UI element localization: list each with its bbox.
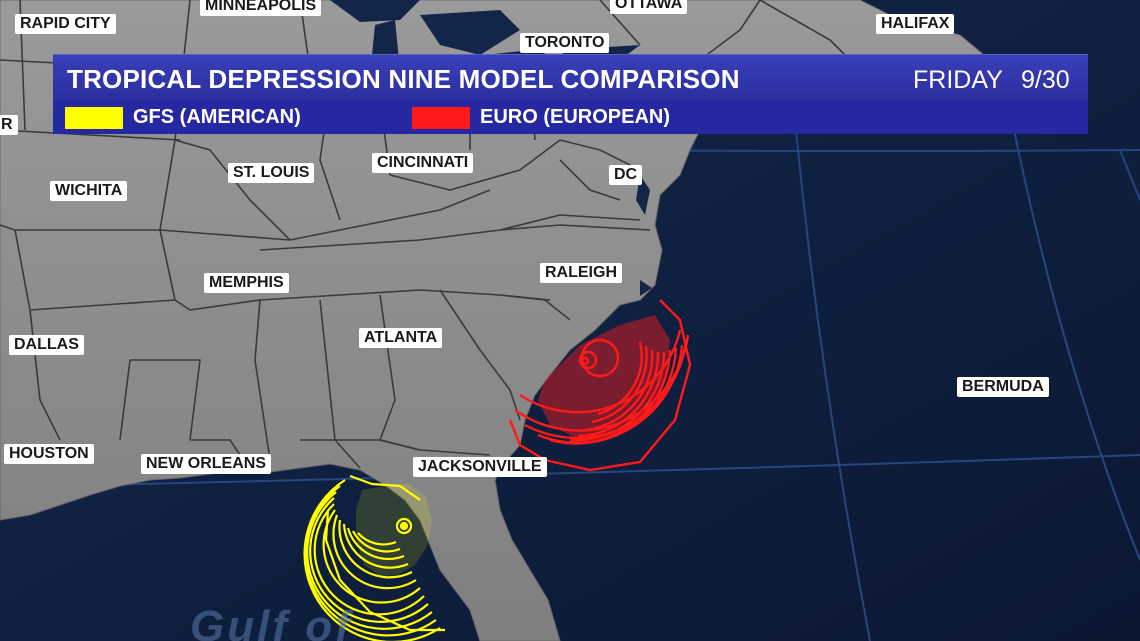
city-label-halifax: HALIFAX — [876, 14, 955, 34]
city-label-rapid-city: RAPID CITY — [15, 14, 116, 34]
date-value: 9/30 — [1021, 66, 1070, 94]
legend-bar: GFS (AMERICAN) EURO (EUROPEAN) — [53, 101, 1088, 134]
coastal-bays — [636, 175, 652, 296]
city-label-minneapolis: MINNEAPOLIS — [200, 0, 322, 16]
city-label-atlanta: ATLANTA — [359, 328, 443, 348]
water-label: Gulf of — [190, 602, 354, 641]
legend-label-euro: EURO (EUROPEAN) — [480, 106, 671, 128]
city-label-jacksonville: JACKSONVILLE — [413, 457, 547, 477]
city-label-st-louis: ST. LOUIS — [228, 163, 315, 183]
city-label-bermuda: BERMUDA — [957, 377, 1049, 397]
title-bar: TROPICAL DEPRESSION NINE MODEL COMPARISO… — [53, 54, 1088, 102]
city-label-cincinnati: CINCINNATI — [372, 153, 474, 173]
city-label-toronto: TORONTO — [520, 33, 610, 53]
city-label-partial: R — [0, 115, 18, 135]
legend-swatch-gfs — [65, 107, 123, 129]
gfs-cone-fill — [356, 484, 432, 576]
euro-forecast-cone — [508, 299, 692, 472]
euro-cone-fill — [538, 315, 670, 440]
city-label-dallas: DALLAS — [9, 335, 84, 355]
legend-swatch-euro — [412, 107, 470, 129]
city-label-ottawa: OTTAWA — [610, 0, 688, 14]
city-label-raleigh: RALEIGH — [540, 263, 622, 283]
gfs-forecast-cone — [303, 474, 445, 641]
city-label-dc: DC — [609, 165, 643, 185]
city-label-memphis: MEMPHIS — [204, 273, 289, 293]
legend-label-gfs: GFS (AMERICAN) — [133, 106, 301, 128]
city-label-houston: HOUSTON — [4, 444, 94, 464]
city-label-wichita: WICHITA — [50, 181, 128, 201]
date-day: FRIDAY — [913, 66, 1003, 94]
page-title: TROPICAL DEPRESSION NINE MODEL COMPARISO… — [67, 64, 740, 94]
city-label-new-orleans: NEW ORLEANS — [141, 454, 271, 474]
